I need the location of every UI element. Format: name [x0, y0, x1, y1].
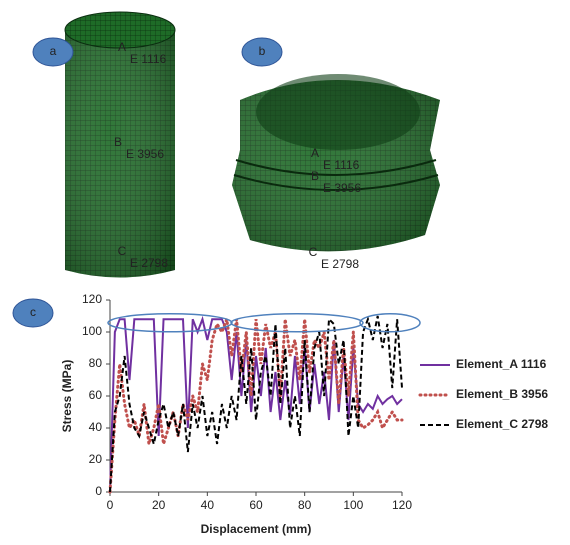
element-label: E 3956: [323, 181, 361, 195]
y-tick-label: 80: [89, 356, 103, 370]
element-label: E 1116: [130, 52, 167, 66]
panel-label: a: [50, 44, 57, 58]
legend-label: Element_C 2798: [456, 417, 548, 431]
x-tick-label: 20: [152, 498, 166, 512]
element-label: E 2798: [130, 256, 168, 270]
panel-label: c: [30, 305, 36, 319]
element-label: E 3956: [126, 147, 164, 161]
point-label: B: [311, 169, 319, 183]
y-tick-label: 100: [82, 324, 102, 338]
point-label: C: [118, 244, 127, 258]
point-label: C: [309, 245, 318, 259]
x-tick-label: 80: [298, 498, 312, 512]
y-tick-label: 0: [95, 484, 102, 498]
y-tick-label: 40: [89, 420, 103, 434]
highlight: [231, 314, 363, 332]
point-label: B: [114, 135, 122, 149]
panel-label: b: [259, 44, 266, 58]
y-tick-label: 60: [89, 388, 103, 402]
point-label: A: [311, 146, 319, 160]
figure: abcAE 1116BE 3956CE 2798AE 1116BE 3956CE…: [0, 0, 570, 545]
highlight: [108, 314, 232, 332]
point-label: A: [118, 40, 126, 54]
y-tick-label: 120: [82, 292, 102, 306]
x-tick-label: 40: [201, 498, 215, 512]
x-tick-label: 0: [107, 498, 114, 512]
x-axis-label: Displacement (mm): [201, 522, 312, 536]
legend-label: Element_B 3956: [456, 387, 548, 401]
x-tick-label: 120: [392, 498, 412, 512]
element-label: E 1116: [323, 158, 360, 172]
x-tick-label: 100: [343, 498, 363, 512]
y-axis-label: Stress (MPa): [60, 360, 74, 433]
legend-label: Element_A 1116: [456, 357, 547, 371]
series-line: [110, 319, 402, 492]
y-tick-label: 20: [89, 452, 103, 466]
x-tick-label: 60: [249, 498, 263, 512]
element-label: E 2798: [321, 257, 359, 271]
